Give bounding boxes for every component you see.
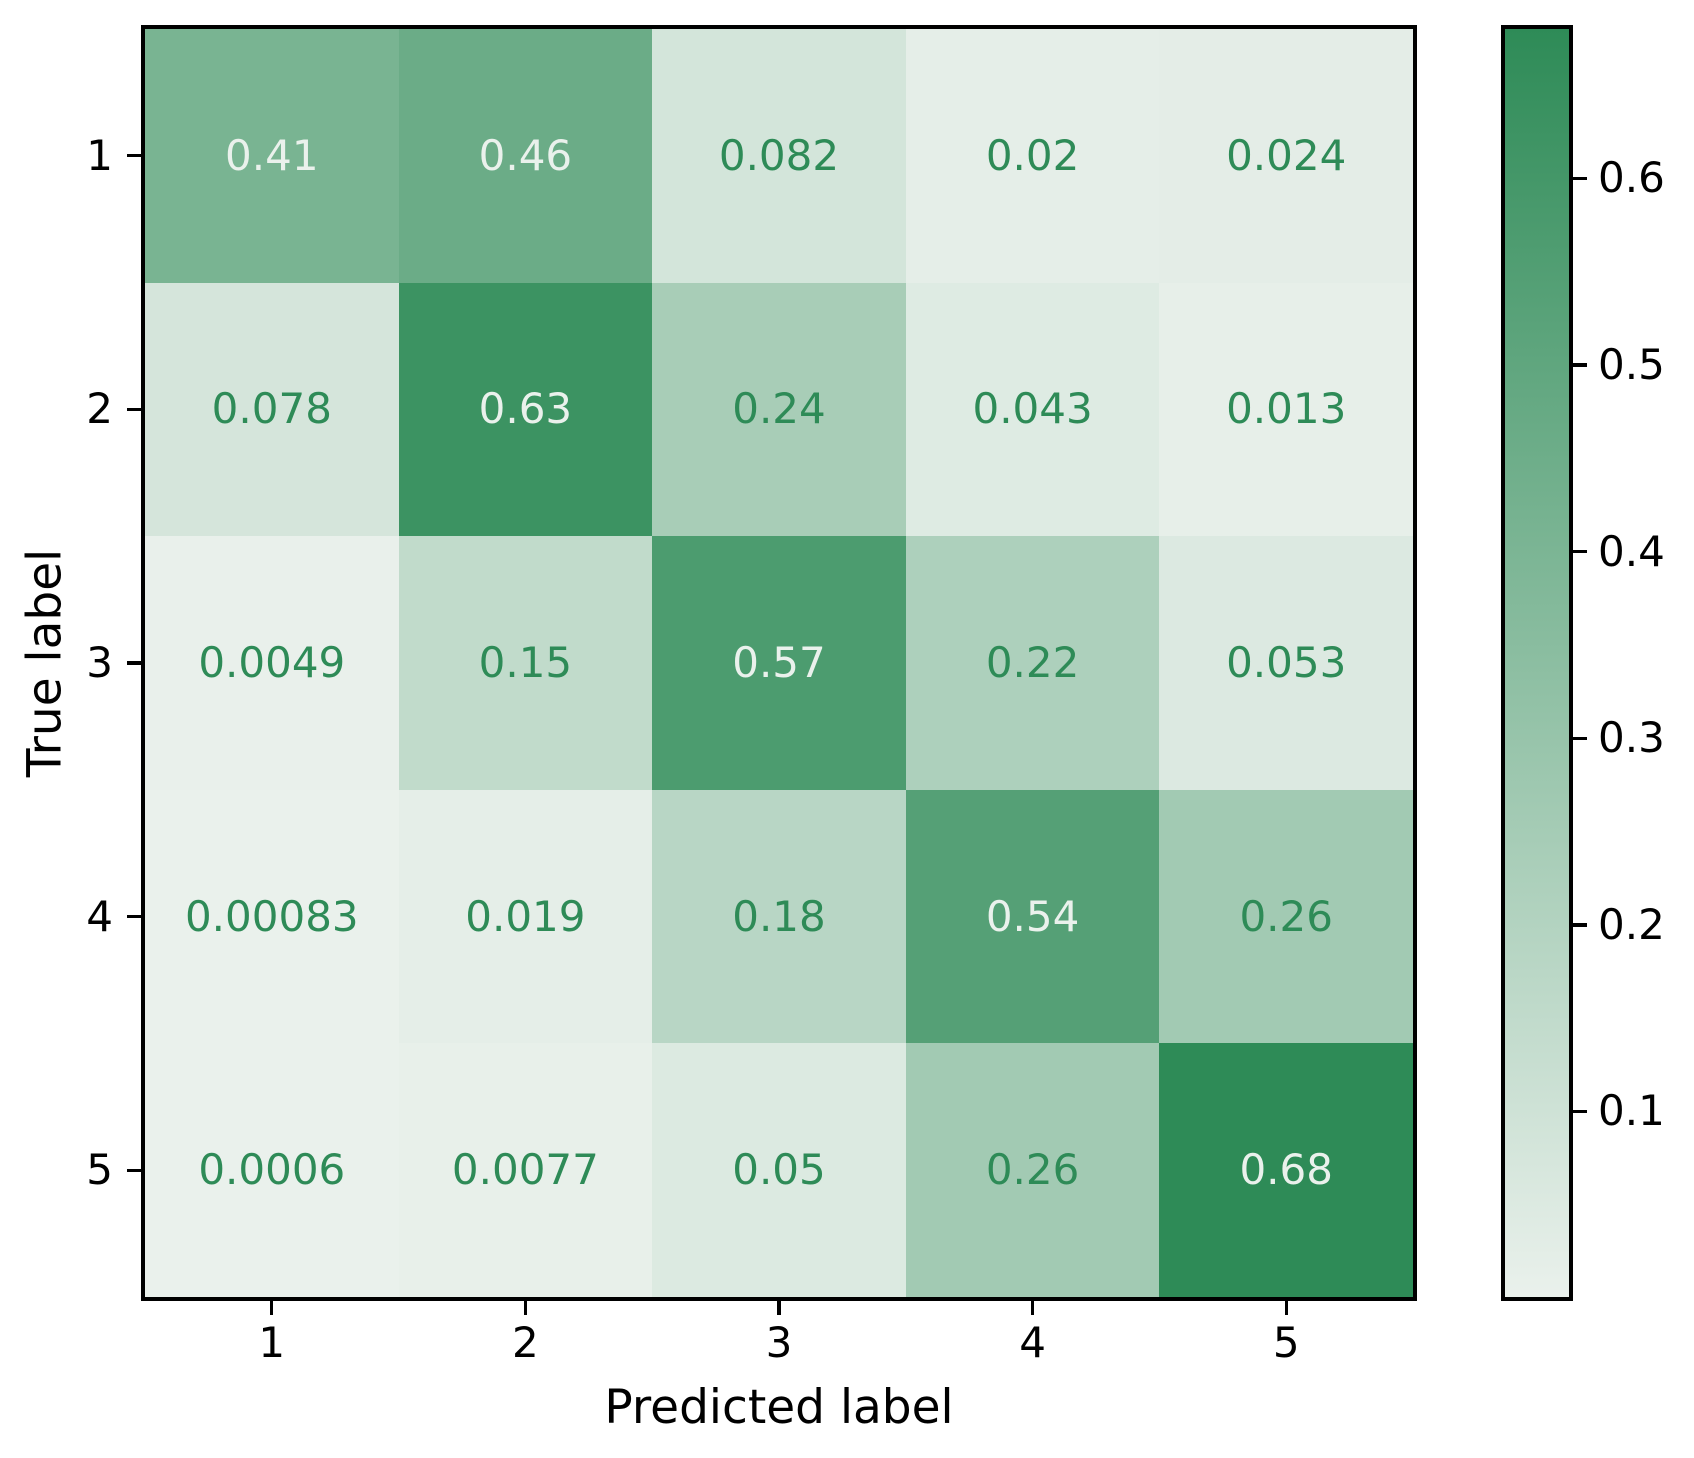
cell-value: 0.0077	[451, 1145, 599, 1195]
cell-value: 0.68	[1239, 1145, 1333, 1195]
colorbar-gradient	[1505, 29, 1569, 1297]
y-tick-label-5: 5	[86, 1145, 113, 1195]
y-tick-label-2: 2	[86, 384, 113, 434]
heatmap-cell-grid: 0.41 0.46 0.082 0.02 0.024 0.078 0.63 0.24 0.043…	[145, 29, 1413, 1297]
heatmap-cell-r3-c1: 0.0049	[145, 536, 399, 790]
heatmap-cell-r5-c2: 0.0077	[398, 1043, 653, 1297]
cell-value: 0.019	[465, 891, 586, 941]
cell-value: 0.00083	[184, 891, 359, 941]
heatmap-cell-r1-c5: 0.024	[1159, 29, 1413, 283]
heatmap-cell-r1-c3: 0.082	[652, 29, 906, 283]
cell-value: 0.26	[1239, 891, 1333, 941]
cell-value: 0.57	[732, 637, 826, 687]
colorbar-tick-mark-0.3	[1573, 736, 1587, 740]
heatmap-cell-r2-c5: 0.013	[1159, 282, 1413, 537]
cell-value: 0.0049	[198, 637, 346, 687]
x-tick-label-3: 3	[765, 1318, 793, 1367]
colorbar-tick-label-0.4: 0.4	[1598, 526, 1665, 576]
heatmap-cell-r4-c4: 0.54	[905, 789, 1160, 1044]
heatmap-cell-r2-c3: 0.24	[652, 282, 906, 537]
heatmap-cell-r5-c1: 0.0006	[145, 1043, 399, 1297]
colorbar-tick-label-0.6: 0.6	[1598, 153, 1665, 203]
heatmap-cell-r1-c1: 0.41	[145, 29, 399, 283]
cell-value: 0.18	[732, 891, 826, 941]
x-tick-mark-2	[523, 1301, 528, 1315]
y-tick-mark-2	[127, 407, 141, 412]
x-tick-label-1: 1	[258, 1318, 286, 1367]
x-axis-label: Predicted label	[604, 1380, 954, 1435]
y-axis-label: True label	[17, 548, 73, 778]
y-tick-mark-4	[127, 914, 141, 919]
x-tick-mark-3	[777, 1301, 781, 1315]
colorbar-tick-mark-0.1	[1573, 1109, 1587, 1114]
confusion-matrix-plot: 0.41 0.46 0.082 0.02 0.024 0.078 0.63 0.24 0.043…	[141, 25, 1417, 1301]
y-tick-label-1: 1	[86, 130, 113, 180]
y-tick-mark-5	[127, 1168, 141, 1172]
cell-value: 0.024	[1226, 130, 1347, 180]
heatmap-cell-r4-c3: 0.18	[652, 789, 906, 1044]
heatmap-cell-r2-c1: 0.078	[145, 282, 399, 537]
cell-value: 0.043	[972, 384, 1093, 434]
x-tick-label-5: 5	[1272, 1318, 1300, 1367]
x-tick-mark-4	[1030, 1301, 1035, 1315]
heatmap-cell-r5-c5: 0.68	[1159, 1043, 1413, 1297]
colorbar-tick-mark-0.6	[1573, 176, 1587, 180]
cell-value: 0.46	[478, 130, 573, 180]
colorbar-tick-label-0.1: 0.1	[1598, 1086, 1665, 1136]
cell-value: 0.24	[732, 384, 826, 434]
heatmap-cell-r1-c4: 0.02	[905, 29, 1160, 283]
cell-value: 0.15	[478, 637, 573, 687]
cell-value: 0.26	[985, 1145, 1080, 1195]
x-tick-label-4: 4	[1019, 1318, 1046, 1367]
cell-value: 0.053	[1226, 637, 1347, 687]
heatmap-cell-r3-c3: 0.57	[652, 536, 906, 790]
heatmap-cell-r3-c5: 0.053	[1159, 536, 1413, 790]
y-tick-label-3: 3	[86, 638, 113, 687]
y-tick-mark-1	[127, 154, 141, 158]
heatmap-cell-r2-c4: 0.043	[905, 282, 1160, 537]
colorbar-tick-mark-0.5	[1573, 363, 1587, 367]
heatmap-cell-r4-c1: 0.00083	[145, 789, 399, 1044]
cell-value: 0.41	[225, 130, 319, 180]
colorbar-tick-label-0.3: 0.3	[1598, 713, 1665, 763]
cell-value: 0.078	[211, 384, 332, 434]
cell-value: 0.0006	[198, 1145, 346, 1195]
cell-value: 0.54	[985, 891, 1080, 941]
cell-value: 0.013	[1226, 384, 1347, 434]
heatmap-cell-r3-c4: 0.22	[905, 536, 1160, 790]
heatmap-cell-r4-c5: 0.26	[1159, 789, 1413, 1044]
heatmap-cell-r4-c2: 0.019	[398, 789, 653, 1044]
heatmap-cell-r5-c4: 0.26	[905, 1043, 1160, 1297]
cell-value: 0.05	[732, 1145, 826, 1195]
colorbar-tick-mark-0.2	[1573, 923, 1587, 927]
x-tick-mark-5	[1284, 1301, 1288, 1315]
colorbar-tick-label-0.5: 0.5	[1598, 339, 1665, 389]
colorbar-tick-mark-0.4	[1573, 549, 1587, 554]
colorbar-tick-label-0.2: 0.2	[1598, 899, 1665, 949]
cell-value: 0.22	[985, 637, 1080, 687]
heatmap-cell-r5-c3: 0.05	[652, 1043, 906, 1297]
heatmap-cell-r3-c2: 0.15	[398, 536, 653, 790]
x-tick-label-2: 2	[512, 1318, 539, 1367]
colorbar	[1501, 25, 1573, 1301]
cell-value: 0.02	[985, 130, 1080, 180]
y-tick-mark-3	[127, 661, 141, 665]
cell-value: 0.63	[478, 384, 573, 434]
y-tick-label-4: 4	[86, 891, 113, 941]
heatmap-cell-r1-c2: 0.46	[398, 29, 653, 283]
cell-value: 0.082	[718, 130, 840, 180]
heatmap-cell-r2-c2: 0.63	[398, 282, 653, 537]
x-tick-mark-1	[270, 1301, 274, 1315]
